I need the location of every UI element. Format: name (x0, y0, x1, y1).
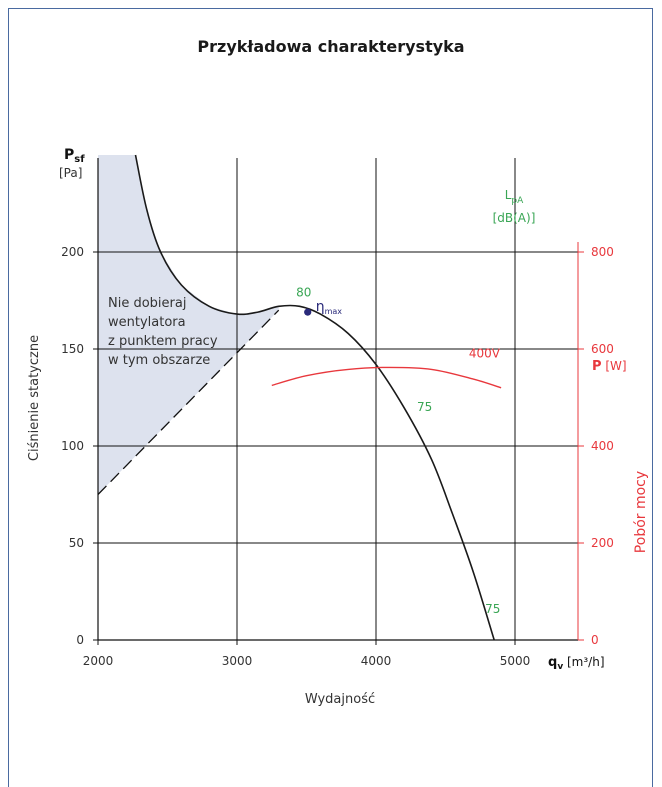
x-tick-label-4000: 4000 (361, 654, 392, 668)
unrecommended-region (98, 155, 279, 495)
y-tick-label-50: 50 (69, 536, 84, 550)
y2-tick-label-600: 600 (591, 342, 614, 356)
x-axis-title: Wydajność (305, 692, 375, 707)
lpa-unit: [dB(A)] (493, 211, 536, 225)
y2-axis-title: Pobór mocy (633, 471, 649, 553)
y-tick-label-150: 150 (61, 342, 84, 356)
power-curve-400v (271, 366, 502, 389)
x-tick-label-2000: 2000 (83, 654, 114, 668)
region-warning-line-3: z punktem pracy (108, 334, 218, 349)
region-warning-line-2: wentylatora (108, 315, 186, 330)
power-series-label: 400V (469, 347, 501, 361)
y2-tick-label-400: 400 (591, 439, 614, 453)
region-warning-line-1: Nie dobieraj (108, 296, 186, 311)
eta-max-point (304, 308, 312, 316)
boundary-dashed-line (97, 309, 280, 495)
y-axis-title: Ciśnienie statyczne (27, 335, 42, 461)
chart-title: Przykładowa charakterystyka (197, 37, 465, 56)
y2-tick-label-800: 800 (591, 245, 614, 259)
noise-level-label-2: 75 (417, 400, 432, 414)
y2-tick-label-0: 0 (591, 633, 599, 647)
lpa-label: LpA (505, 188, 524, 206)
eta-max-label: ηmax (316, 299, 343, 316)
x-tick-label-5000: 5000 (500, 654, 531, 668)
region-warning-line-4: w tym obszarze (108, 353, 210, 368)
noise-level-label-3: 75 (485, 602, 500, 616)
y-tick-label-100: 100 (61, 439, 84, 453)
y-tick-label-0: 0 (76, 633, 84, 647)
y-axis-unit: [Pa] (59, 166, 82, 180)
noise-level-label-1: 80 (296, 286, 311, 300)
y2-axis-symbol: P [W] (592, 359, 627, 374)
x-tick-label-3000: 3000 (222, 654, 253, 668)
pressure-curve (134, 154, 495, 641)
y-axis-symbol: Psf (64, 147, 85, 165)
y2-tick-label-200: 200 (591, 536, 614, 550)
x-axis-symbol: qv [m³/h] (548, 655, 605, 672)
chart-frame (8, 8, 653, 787)
y-tick-label-200: 200 (61, 245, 84, 259)
